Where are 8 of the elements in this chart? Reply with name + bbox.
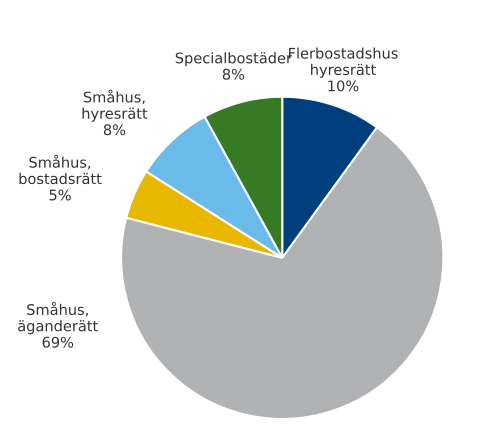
data-label: 8% <box>104 124 126 136</box>
slice-label: Småhus, bostadsrätt <box>20 154 102 184</box>
data-label: 10% <box>328 80 358 92</box>
data-label: 5% <box>50 189 71 200</box>
slice-label: Småhus, hyresrätt <box>82 90 148 122</box>
data-label: 69% <box>42 336 74 348</box>
slice-label: Småhus, äganderätt <box>18 302 98 334</box>
data-label: 8% <box>222 68 244 80</box>
